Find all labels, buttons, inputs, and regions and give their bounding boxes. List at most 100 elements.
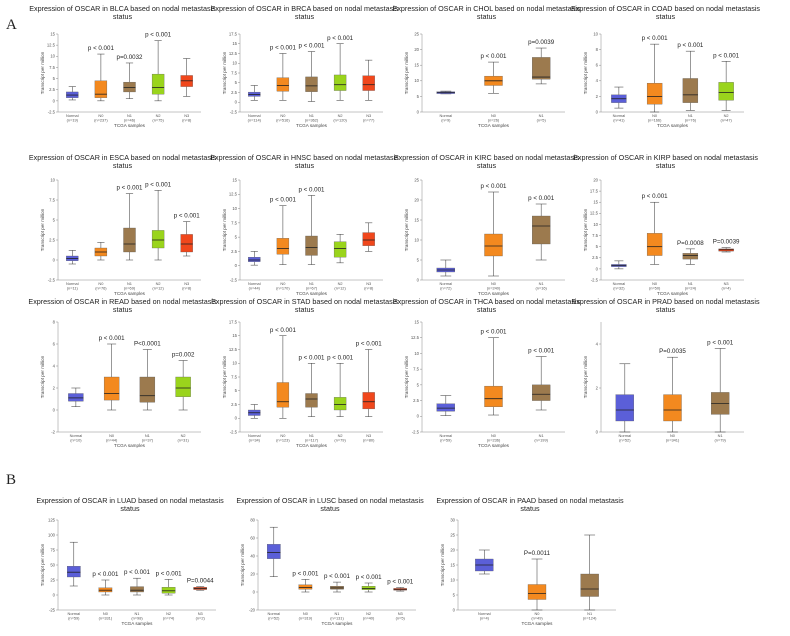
x-axis-label: TCGA samples — [478, 123, 510, 128]
chart-title-line: Expression of OSCAR in COAD based on nod… — [571, 4, 760, 13]
x-category-label: N1 — [309, 281, 314, 286]
box-n0 — [276, 238, 290, 255]
x-category-label: Normal — [613, 113, 626, 118]
x-category-label: N2 — [166, 611, 171, 616]
x-category-count: (n=26) — [488, 118, 500, 123]
panel-label-b: B — [6, 472, 16, 488]
p-value-label: p < 0.001 — [92, 571, 119, 578]
chart-title-line: status — [295, 305, 315, 314]
x-category-count: (n=44) — [106, 438, 118, 443]
x-category-label: Normal — [248, 281, 261, 286]
x-category-label: N2 — [338, 281, 343, 286]
box-n2 — [151, 230, 165, 249]
y-tick-label: -25 — [49, 607, 56, 612]
y-axis-label: Transcript per million — [583, 355, 588, 398]
x-category-label: Normal — [613, 281, 626, 286]
y-tick-label: 5 — [53, 76, 56, 81]
x-category-label: N3 — [198, 611, 203, 616]
x-category-label: N3 — [366, 113, 371, 118]
y-tick-label: 60 — [250, 535, 255, 540]
x-category-count: (n=170) — [276, 286, 290, 291]
x-category-label: N2 — [156, 113, 161, 118]
x-category-label: N1 — [539, 113, 544, 118]
y-tick-label: -2.5 — [412, 429, 420, 434]
p-value-label: p < 0.001 — [145, 181, 172, 188]
x-category-label: N2 — [156, 281, 161, 286]
chart-8: Expression of OSCAR in READ based on nod… — [28, 297, 217, 448]
x-category-count: (n=4) — [722, 286, 732, 291]
y-tick-label: -2.5 — [591, 277, 599, 282]
x-category-label: Normal — [248, 433, 261, 438]
chart-title-line: Expression of OSCAR in KIRC based on nod… — [394, 153, 580, 162]
y-tick-label: 5 — [453, 592, 456, 597]
x-category-label: Normal — [440, 433, 453, 438]
x-category-count: (n=12) — [334, 286, 346, 291]
x-axis-label: TCGA samples — [657, 123, 689, 128]
x-category-label: N0 — [280, 281, 286, 286]
chart-6: Expression of OSCAR in KIRC based on nod… — [394, 153, 580, 296]
x-category-label: N2 — [338, 113, 343, 118]
x-category-label: N2 — [366, 611, 371, 616]
y-tick-label: 15 — [593, 200, 598, 205]
x-axis-label: TCGA samples — [522, 621, 554, 626]
y-tick-label: 2.5 — [592, 255, 598, 260]
y-tick-label: 0 — [235, 263, 238, 268]
x-category-label: N1 — [539, 433, 544, 438]
x-category-count: (n=240) — [487, 286, 501, 291]
x-category-count: (n=2) — [196, 616, 206, 621]
x-category-count: (n=5) — [396, 616, 406, 621]
y-tick-label: 5 — [417, 382, 420, 387]
box-n1 — [532, 215, 551, 245]
y-tick-label: 5 — [235, 80, 238, 85]
x-category-label: Normal — [440, 113, 453, 118]
chart-title-line: Expression of OSCAR in READ based on nod… — [28, 297, 217, 306]
x-category-count: (n=52) — [619, 438, 631, 443]
y-tick-label: -2.5 — [230, 429, 238, 434]
y-tick-label: 0 — [596, 429, 599, 434]
x-axis-label: TCGA samples — [296, 291, 328, 296]
x-category-count: (n=331) — [99, 616, 113, 621]
y-tick-label: 8 — [596, 47, 599, 52]
y-tick-label: 7.5 — [231, 70, 237, 75]
p-value-label: p=0.002 — [172, 352, 195, 359]
y-tick-label: 12.5 — [411, 335, 420, 340]
y-tick-label: 7.5 — [49, 197, 55, 202]
x-category-count: (n=50) — [649, 286, 661, 291]
x-category-label: N1 — [309, 433, 314, 438]
y-tick-label: 15 — [232, 333, 237, 338]
x-category-label: N0 — [491, 113, 497, 118]
x-category-count: (n=8) — [182, 118, 192, 123]
y-tick-label: 0 — [53, 407, 56, 412]
chart-title-line: Expression of OSCAR in THCA based on nod… — [393, 297, 581, 306]
p-value-label: p < 0.001 — [356, 341, 383, 348]
chart-title-line: status — [477, 305, 497, 314]
chart-title-line: status — [113, 12, 133, 21]
p-value-label: p < 0.001 — [481, 329, 508, 336]
x-category-count: (n=79) — [334, 438, 346, 443]
x-category-label: N1 — [127, 281, 132, 286]
x-axis-label: TCGA samples — [114, 123, 146, 128]
y-tick-label: -2.5 — [48, 277, 56, 282]
box-n0 — [103, 376, 120, 401]
box-n0 — [646, 233, 663, 256]
y-tick-label: 15 — [450, 562, 455, 567]
y-tick-label: -2.5 — [230, 277, 238, 282]
chart-title-line: status — [113, 161, 133, 170]
box-n1 — [532, 384, 551, 401]
chart-10: Expression of OSCAR in THCA based on nod… — [393, 297, 581, 448]
x-category-label: N0 — [98, 113, 104, 118]
x-category-count: (n=46) — [124, 118, 136, 123]
y-tick-label: 5 — [53, 217, 56, 222]
x-category-count: (n=10) — [70, 438, 82, 443]
box-n2 — [718, 82, 734, 101]
x-category-label: Normal — [619, 433, 632, 438]
x-category-count: (n=4) — [480, 616, 490, 621]
y-tick-label: -2 — [51, 429, 55, 434]
y-tick-label: 17.5 — [229, 31, 238, 36]
box-n1 — [305, 393, 318, 408]
p-value-label: p=0.0039 — [528, 39, 555, 46]
p-value-label: p < 0.001 — [481, 53, 508, 60]
x-category-count: (n=77) — [363, 118, 375, 123]
x-category-label: N1 — [539, 281, 544, 286]
x-category-label: Normal — [70, 433, 83, 438]
